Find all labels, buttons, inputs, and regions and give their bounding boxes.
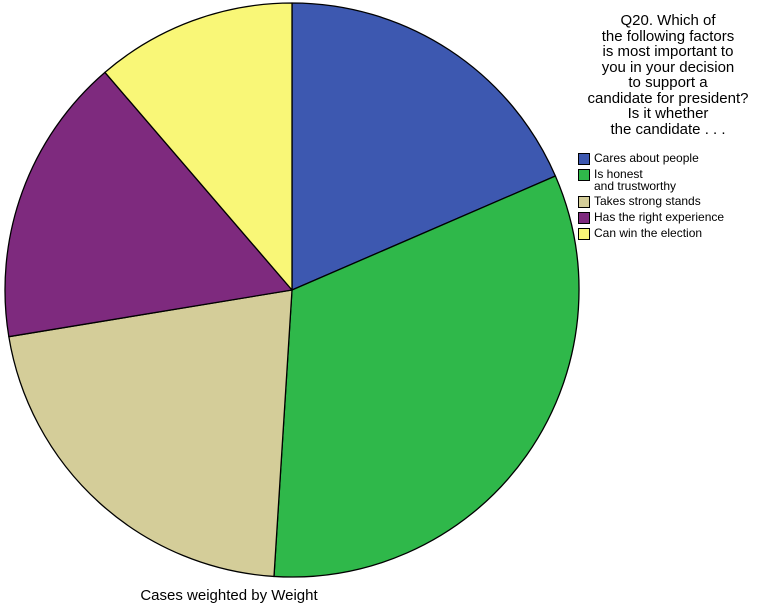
- legend-label: Is honest and trustworthy: [594, 167, 677, 193]
- legend-swatch: [578, 196, 590, 208]
- legend-title: Q20. Which of the following factors is m…: [587, 12, 749, 138]
- legend-item: Can win the election: [578, 227, 768, 240]
- pie-slice-5: [104, 2, 293, 291]
- pie-slice-1: [291, 2, 557, 291]
- legend-item: Is honest and trustworthy: [578, 168, 768, 192]
- pie-slice-4: [4, 71, 293, 338]
- legend-label: Cares about people: [594, 151, 699, 165]
- legend-label: Takes strong stands: [594, 194, 701, 208]
- legend-swatch: [578, 169, 590, 181]
- pie-slice-3: [8, 289, 293, 578]
- legend-swatch: [578, 228, 590, 240]
- legend-item: Has the right experience: [578, 211, 768, 224]
- pie-slice-2: [273, 175, 580, 578]
- legend-label: Can win the election: [594, 226, 703, 240]
- legend-swatch: [578, 212, 590, 224]
- legend: Cares about people Is honest and trustwo…: [578, 152, 768, 243]
- legend-swatch: [578, 153, 590, 165]
- legend-label: Has the right experience: [594, 210, 725, 224]
- legend-item: Takes strong stands: [578, 195, 768, 208]
- legend-item: Cares about people: [578, 152, 768, 165]
